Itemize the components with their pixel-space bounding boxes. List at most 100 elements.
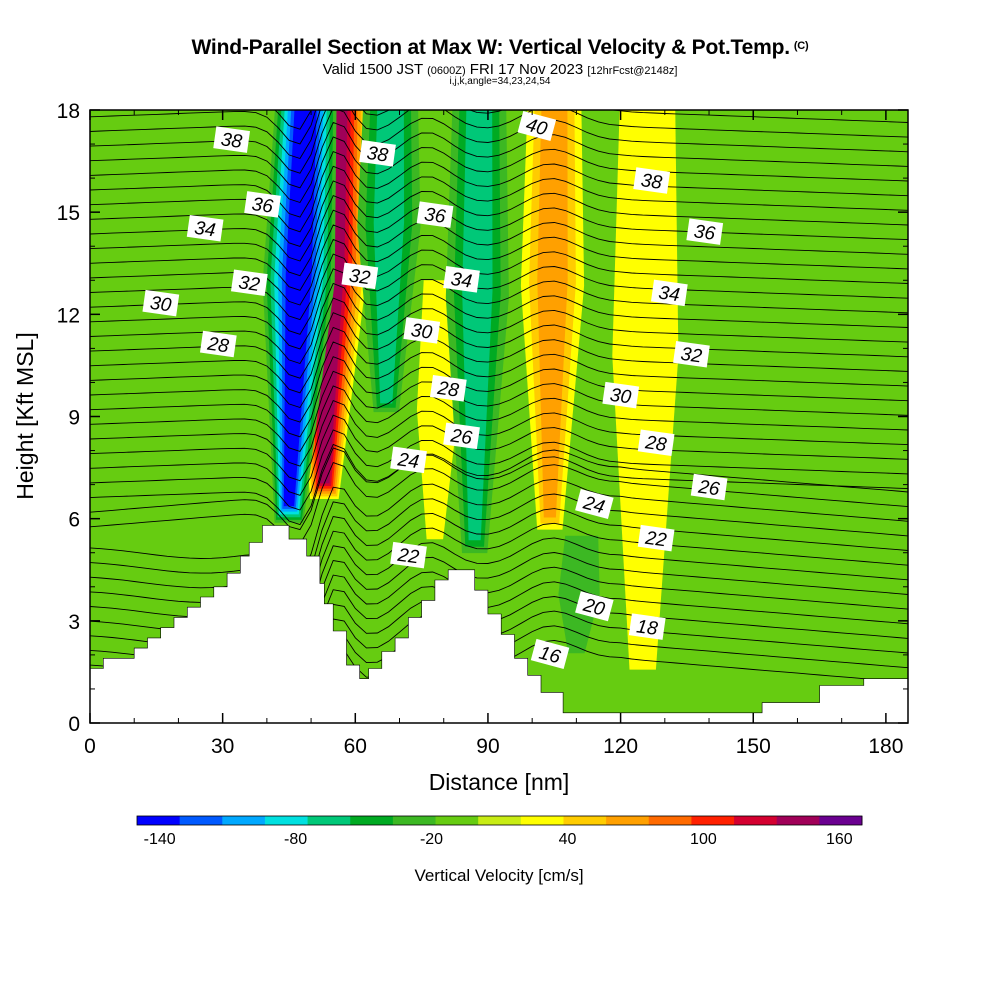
theta-contour-label: 22 (390, 541, 427, 569)
colorbar-swatch (606, 816, 650, 825)
theta-contour-line (90, 180, 908, 262)
theta-label-bg (575, 591, 614, 622)
theta-contour-line (90, 121, 908, 204)
colorbar-swatch (435, 816, 479, 825)
theta-contour-line (90, 110, 908, 160)
theta-contour-label: 34 (443, 266, 480, 293)
updraft-plume (520, 110, 585, 530)
theta-contour-line (90, 370, 908, 452)
theta-label-bg (686, 218, 724, 245)
theta-label-text: 38 (365, 143, 389, 167)
theta-contour-line (90, 478, 908, 576)
theta-contour-line (90, 110, 317, 145)
theta-contour-label: 30 (142, 289, 180, 317)
theta-contour-line (90, 341, 908, 423)
theta-label-bg (199, 330, 237, 358)
valid-time-line: Valid 1500 JST (0600Z) FRI 17 Nov 2023 [… (0, 61, 1000, 78)
theta-contour-label: 32 (230, 269, 268, 296)
theta-label-text: 34 (657, 283, 681, 307)
theta-label-bg (390, 446, 427, 474)
theta-label-text: 32 (348, 266, 372, 290)
theta-contour-line (90, 136, 908, 218)
colorbar-swatch (648, 816, 692, 825)
theta-contour-line (90, 429, 908, 511)
theta-label-bg (213, 126, 251, 153)
colorbar-swatch (307, 816, 351, 825)
theta-label-text: 30 (609, 385, 633, 409)
theta-contour-label: 30 (602, 381, 640, 409)
theta-contour-label: 20 (575, 591, 614, 622)
theta-contour-label: 38 (213, 126, 251, 153)
theta-contour-label: 26 (690, 473, 728, 501)
theta-label-bg (416, 201, 454, 228)
valid-date: FRI 17 Nov 2023 (469, 61, 584, 78)
x-tick-label: 90 (476, 735, 499, 758)
y-tick-label: 12 (57, 304, 80, 327)
colorbar-swatch (350, 816, 394, 825)
colorbar: -140 -80 -20 40 100 160 (136, 815, 863, 848)
theta-contour-label: 36 (686, 218, 724, 245)
theta-label-text: 36 (693, 221, 717, 245)
colorbar-swatch (563, 816, 607, 825)
theta-contour-line (90, 443, 908, 526)
theta-contour-line (90, 493, 908, 591)
valid-time: Valid 1500 JST (322, 61, 423, 78)
x-tick-label: 180 (868, 735, 903, 758)
theta-label-text: 38 (640, 170, 664, 194)
theta-label-bg (673, 340, 710, 368)
theta-contour-label: 32 (341, 262, 379, 290)
theta-label-text: 22 (395, 545, 420, 569)
theta-label-bg (602, 381, 640, 409)
theta-contour-line (90, 400, 908, 482)
downdraft-plume (558, 535, 600, 654)
theta-label-text: 32 (679, 344, 703, 368)
x-tick-label: 30 (211, 735, 234, 758)
theta-label-bg (443, 422, 480, 450)
theta-contour-label: 32 (673, 340, 710, 368)
y-axis-label: Height [Kft MSL] (12, 332, 38, 499)
theta-label-bg (633, 167, 671, 194)
colorbar-swatch (520, 816, 564, 825)
forecast-info: [12hrFcst@2148z] (587, 65, 678, 77)
theta-label-bg (244, 191, 281, 218)
colorbar-swatch (734, 816, 778, 825)
theta-contour-line (90, 312, 908, 394)
colorbar-label: Vertical Velocity [cm/s] (414, 866, 583, 885)
theta-label-text: 30 (410, 320, 434, 344)
theta-contour-line (90, 165, 908, 247)
colorbar-tick-label: -20 (420, 831, 443, 848)
theta-label-bg (390, 541, 427, 569)
y-tick-label: 18 (57, 100, 80, 123)
theta-contour-line (90, 151, 908, 233)
theta-contour-label: 36 (416, 201, 454, 228)
x-tick-label: 120 (603, 735, 638, 758)
x-tick-label: 150 (736, 735, 771, 758)
colorbar-swatch (264, 816, 309, 825)
downdraft-band (283, 110, 317, 507)
theta-contour-line (90, 326, 908, 409)
theta-contour-label: 38 (359, 140, 396, 167)
updraft-plume (416, 280, 459, 540)
theta-label-text: 26 (696, 476, 721, 500)
theta-label-bg (690, 473, 728, 501)
theta-label-text: 24 (395, 449, 420, 473)
theta-label-text: 18 (635, 616, 659, 640)
theta-label-text: 28 (205, 333, 230, 357)
theta-label-bg (341, 262, 379, 290)
y-tick-label: 0 (68, 713, 80, 736)
theta-label-bg (530, 638, 570, 669)
terrain (90, 525, 908, 723)
x-axis-label: Distance [nm] (429, 769, 570, 795)
theta-contour-line (90, 268, 908, 350)
theta-label-text: 34 (449, 269, 473, 293)
theta-label-bg (637, 429, 675, 456)
theta-contour-line (90, 195, 908, 277)
theta-contour-label: 26 (443, 422, 480, 450)
copyright-mark: (C) (793, 40, 809, 52)
theta-label-text: 38 (220, 129, 244, 153)
x-tick-label: 0 (84, 735, 96, 758)
theta-contour-label: 34 (186, 214, 224, 242)
colorbar-swatch (776, 816, 820, 825)
chart-title: Wind-Parallel Section at Max W: Vertical… (0, 36, 1000, 60)
